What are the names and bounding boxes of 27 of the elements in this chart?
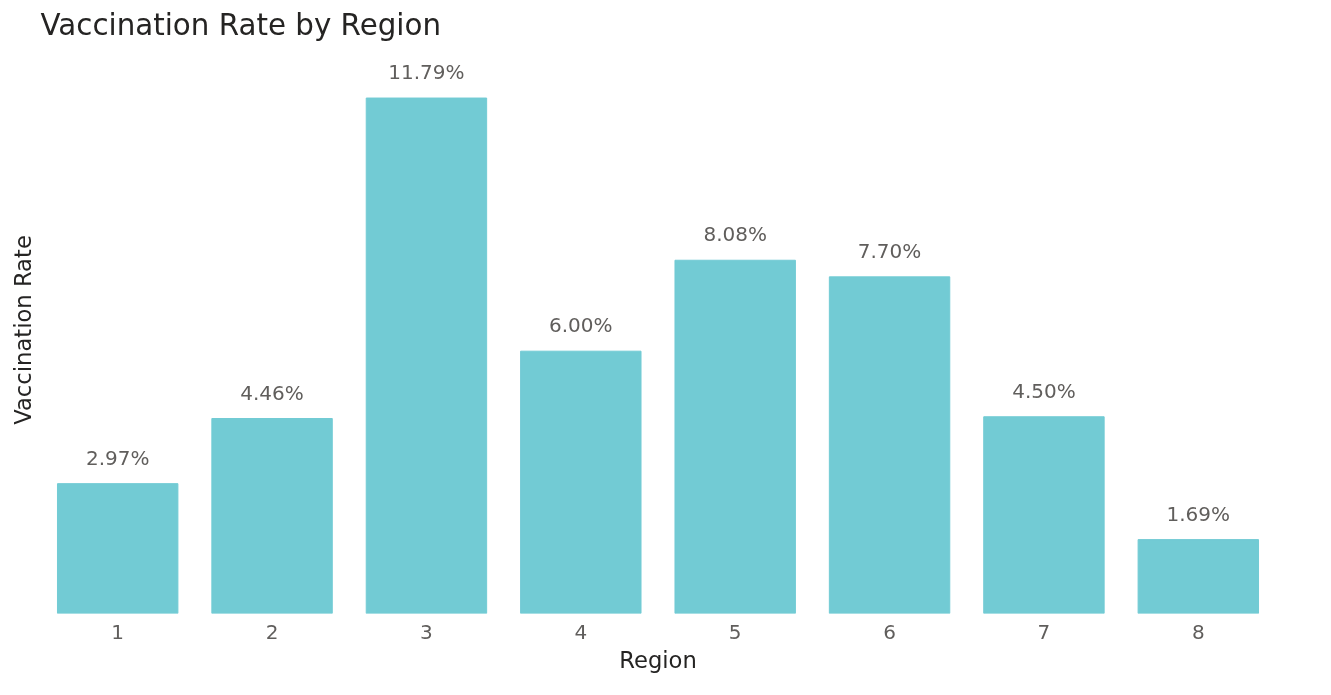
x-tick-label: 4 bbox=[574, 619, 588, 644]
data-label: 7.70% bbox=[857, 238, 922, 263]
bar bbox=[365, 97, 488, 614]
bar bbox=[1137, 539, 1260, 614]
data-label: 6.00% bbox=[549, 313, 613, 338]
x-tick-label: 3 bbox=[420, 619, 433, 644]
chart-title: Vaccination Rate by Region bbox=[40, 7, 441, 42]
data-label: 4.46% bbox=[240, 380, 304, 405]
y-axis-title: Vaccination Rate bbox=[9, 235, 36, 425]
bar bbox=[828, 276, 951, 614]
bar bbox=[520, 350, 642, 614]
bar bbox=[211, 418, 333, 614]
x-tick-label: 6 bbox=[883, 619, 896, 644]
x-axis-title: Region bbox=[619, 646, 697, 673]
bar bbox=[674, 259, 796, 614]
x-tick-label: 1 bbox=[111, 619, 125, 644]
bar bbox=[983, 416, 1105, 614]
x-tick-label: 8 bbox=[1191, 619, 1205, 644]
x-tick-label: 2 bbox=[265, 619, 279, 644]
data-label: 8.08% bbox=[703, 222, 767, 247]
data-label: 2.97% bbox=[85, 445, 150, 470]
x-tick-label: 7 bbox=[1037, 619, 1051, 644]
bar bbox=[56, 483, 179, 614]
data-label: 4.50% bbox=[1012, 378, 1076, 403]
data-label: 11.79% bbox=[388, 60, 465, 85]
x-tick-label: 5 bbox=[728, 619, 742, 644]
data-label: 1.69% bbox=[1166, 501, 1231, 526]
